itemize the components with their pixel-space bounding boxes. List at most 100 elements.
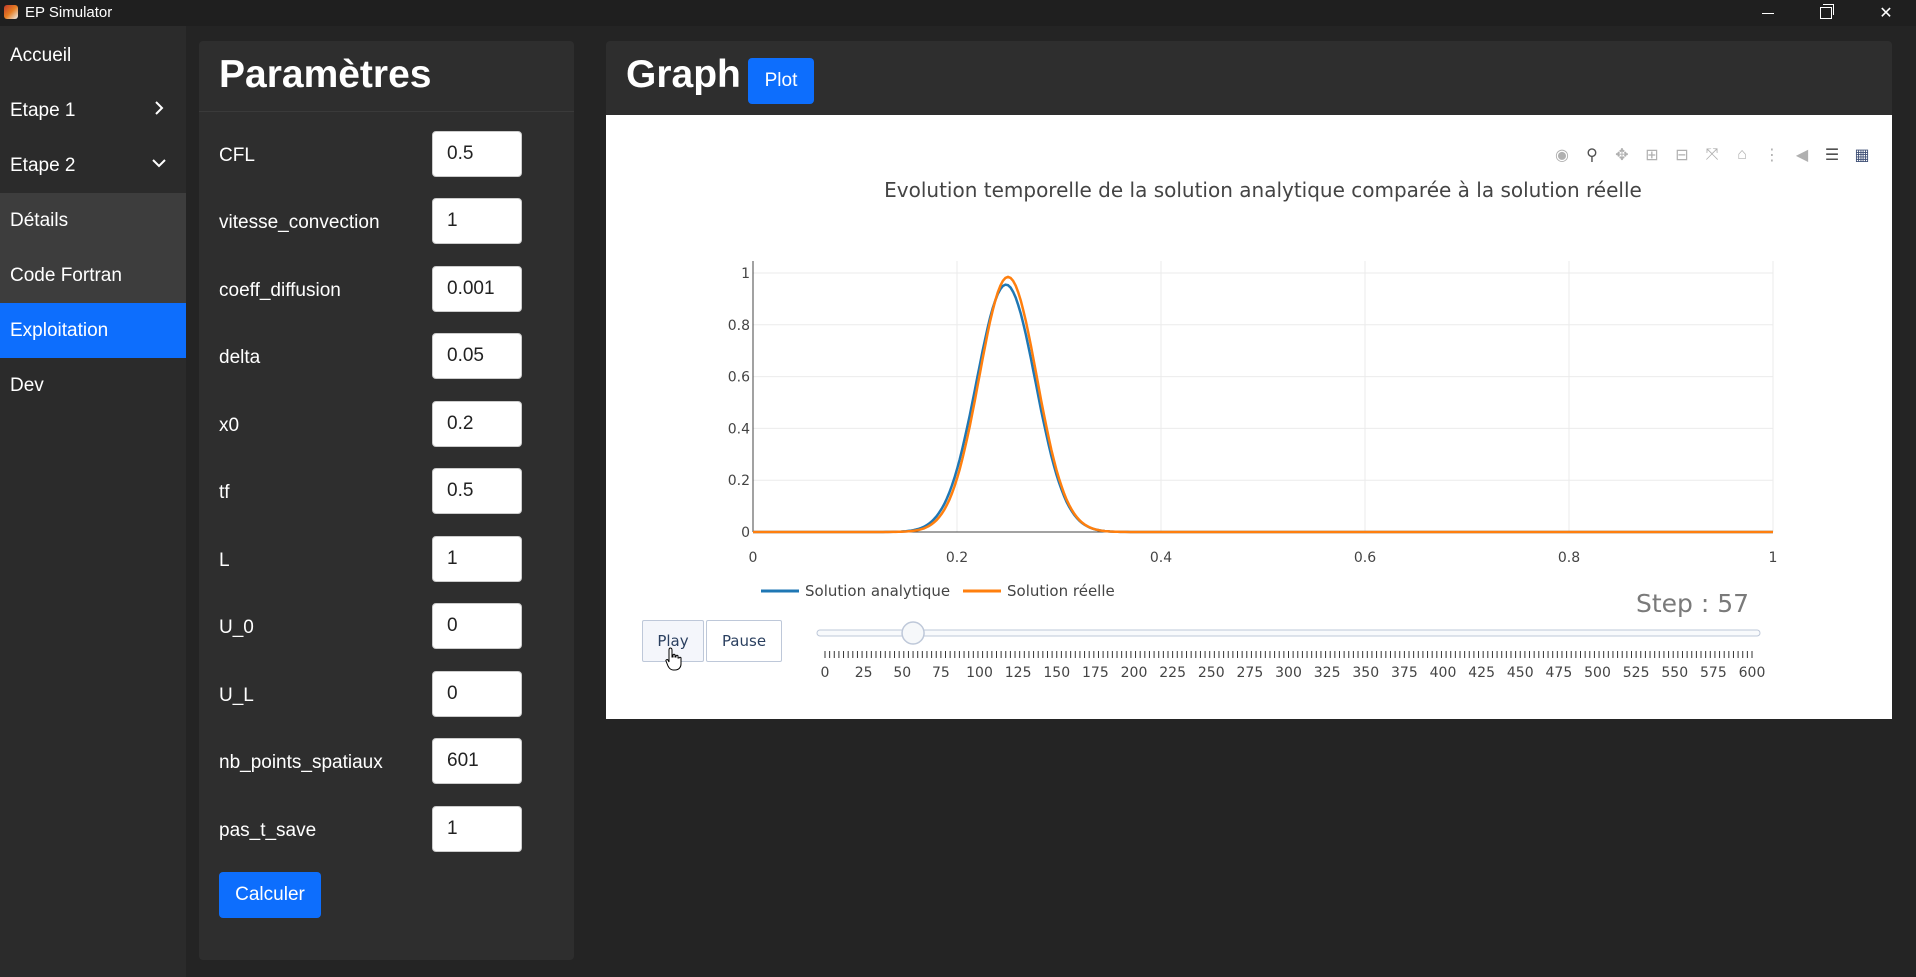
param-row-pas-t-save: pas_t_save	[199, 806, 574, 856]
hover-closest-icon[interactable]: ◀	[1795, 147, 1809, 164]
x0-input[interactable]	[432, 401, 522, 447]
sidebar-item-label: Etape 1	[10, 99, 76, 121]
spike-lines-icon[interactable]: ⋮	[1764, 147, 1780, 164]
u0-input[interactable]	[432, 603, 522, 649]
slider-tick-label: 175	[1082, 665, 1109, 681]
slider-rail	[816, 629, 1761, 637]
calculer-button[interactable]: Calculer	[219, 872, 321, 918]
param-row-delta: delta	[199, 333, 574, 383]
param-label: U_0	[219, 617, 254, 638]
sidebar-item-label: Détails	[10, 209, 69, 231]
x-tick-label: 0	[749, 550, 758, 566]
slider-tick-label: 125	[1005, 665, 1032, 681]
slider-tick-label: 50	[893, 665, 911, 681]
slider-tick-label: 275	[1237, 665, 1264, 681]
y-tick-label: 0.4	[728, 421, 750, 437]
close-button[interactable]: ✕	[1858, 0, 1914, 26]
slider-tick-label: 475	[1546, 665, 1573, 681]
ul-input[interactable]	[432, 671, 522, 717]
pause-button[interactable]: Pause	[706, 620, 782, 662]
slider-tick-label: 575	[1700, 665, 1727, 681]
nb-points-spatiaux-input[interactable]	[432, 738, 522, 784]
plot-area: Evolution temporelle de la solution anal…	[606, 115, 1892, 719]
plot-button[interactable]: Plot	[748, 58, 814, 104]
step-label: Step : 57	[1636, 589, 1750, 618]
graph-panel: Graph Plot Evolution temporelle de la so…	[606, 41, 1892, 719]
autoscale-icon[interactable]: ⤧	[1705, 146, 1719, 163]
sidebar-item-label: Etape 2	[10, 154, 76, 176]
reset-axes-icon[interactable]: ⌂	[1737, 146, 1747, 163]
restore-button[interactable]	[1798, 0, 1854, 26]
parameters-title: Paramètres	[219, 53, 432, 96]
pas-t-save-input[interactable]	[432, 806, 522, 852]
restore-icon	[1820, 4, 1834, 19]
param-row-coeff-diffusion: coeff_diffusion	[199, 266, 574, 316]
window-title: EP Simulator	[25, 4, 113, 21]
param-label: nb_points_spatiaux	[219, 752, 383, 773]
param-row-x0: x0	[199, 401, 574, 451]
legend-label: Solution réelle	[1007, 582, 1115, 600]
x-tick-label: 0.2	[946, 550, 968, 566]
slider-tick-label: 425	[1468, 665, 1495, 681]
param-label: delta	[219, 347, 261, 368]
sidebar-item-code-fortran[interactable]: Code Fortran	[0, 248, 186, 303]
zoom-out-icon[interactable]: ⊟	[1675, 147, 1689, 164]
cfl-input[interactable]	[432, 131, 522, 177]
slider-tick-label: 150	[1043, 665, 1070, 681]
param-row-tf: tf	[199, 468, 574, 518]
vitesse-convection-input[interactable]	[432, 198, 522, 244]
sidebar-item-dev[interactable]: Dev	[0, 358, 186, 413]
zoom-in-icon[interactable]: ⊞	[1645, 147, 1659, 164]
slider-tick-label: 100	[966, 665, 993, 681]
sidebar-item-etape-2[interactable]: Etape 2	[0, 138, 186, 193]
param-label: L	[219, 550, 230, 571]
param-label: CFL	[219, 145, 255, 166]
minimize-button[interactable]	[1740, 0, 1796, 26]
plotly-logo-icon[interactable]: ▦	[1854, 147, 1870, 164]
camera-icon[interactable]: ◉	[1555, 147, 1569, 164]
slider-tick-label: 375	[1391, 665, 1418, 681]
series-line-1	[753, 283, 1773, 534]
zoom-icon[interactable]: ⚲	[1586, 147, 1598, 164]
legend-label: Solution analytique	[805, 582, 950, 600]
sidebar-item-etape-1[interactable]: Etape 1	[0, 83, 186, 138]
l-input[interactable]	[432, 536, 522, 582]
x-tick-label: 1	[1769, 550, 1778, 566]
x-tick-label: 0.8	[1558, 550, 1580, 566]
y-tick-label: 0.8	[728, 318, 750, 334]
slider-tick-label: 0	[821, 665, 830, 681]
hover-compare-icon[interactable]: ☰	[1824, 147, 1840, 164]
app-icon	[4, 5, 18, 19]
slider-handle[interactable]	[901, 621, 925, 645]
chart-title: Evolution temporelle de la solution anal…	[884, 178, 1642, 202]
param-row-cfl: CFL	[199, 131, 574, 181]
param-label: pas_t_save	[219, 820, 317, 841]
x-tick-label: 0.4	[1150, 550, 1172, 566]
slider-tick-label: 25	[855, 665, 873, 681]
graph-title: Graph	[626, 53, 741, 96]
delta-input[interactable]	[432, 333, 522, 379]
close-icon: ✕	[1879, 5, 1893, 22]
slider-tick-label: 525	[1623, 665, 1650, 681]
parameters-panel: Paramètres CFL vitesse_convection coeff_…	[199, 41, 574, 960]
slider-tick-label: 450	[1507, 665, 1534, 681]
slider-tick-label: 300	[1275, 665, 1302, 681]
coeff-diffusion-input[interactable]	[432, 266, 522, 312]
series-line-2	[753, 275, 1773, 534]
sidebar-item-details[interactable]: Détails	[0, 193, 186, 248]
param-label: coeff_diffusion	[219, 280, 341, 301]
x-tick-label: 0.6	[1354, 550, 1376, 566]
sidebar-item-accueil[interactable]: Accueil	[0, 28, 186, 83]
sidebar-item-label: Accueil	[10, 44, 72, 66]
param-row-ul: U_L	[199, 671, 574, 721]
sidebar-item-label: Exploitation	[10, 319, 109, 341]
y-tick-label: 0.6	[728, 370, 750, 386]
sidebar-item-exploitation[interactable]: Exploitation	[0, 303, 186, 358]
chevron-down-icon	[152, 159, 166, 168]
tf-input[interactable]	[432, 468, 522, 514]
slider-tick-label: 75	[932, 665, 950, 681]
param-row-l: L	[199, 536, 574, 586]
pan-icon[interactable]: ✥	[1615, 147, 1629, 164]
hand-cursor-icon	[665, 647, 682, 671]
y-tick-label: 1	[741, 266, 750, 282]
